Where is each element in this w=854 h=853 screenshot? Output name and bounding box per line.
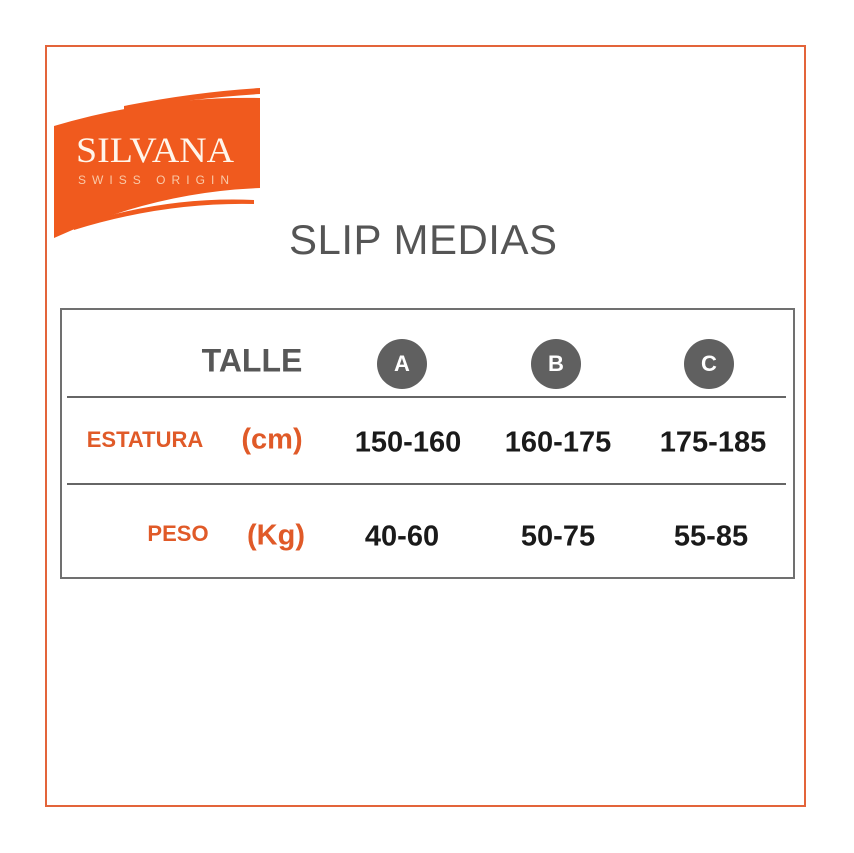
estatura-c: 175-185	[659, 426, 767, 459]
talle-header: TALLE	[201, 342, 303, 379]
estatura-unit: (cm)	[241, 423, 303, 456]
estatura-b: 160-175	[504, 426, 612, 459]
row-divider	[67, 396, 786, 398]
row-divider	[67, 483, 786, 485]
peso-unit: (Kg)	[247, 519, 305, 552]
peso-label: PESO	[147, 521, 209, 546]
silvana-logo: SILVANA SWISS ORIGIN	[54, 88, 260, 238]
size-table: TALLE A B C ESTATURA (cm) 150-160 160-17…	[60, 308, 795, 579]
peso-a: 40-60	[364, 520, 440, 553]
size-a-badge: A	[377, 339, 427, 389]
peso-b: 50-75	[520, 520, 596, 553]
estatura-label: ESTATURA	[86, 427, 204, 452]
outer-frame	[45, 45, 806, 807]
peso-c: 55-85	[673, 520, 749, 553]
brand-name: SILVANA	[76, 130, 234, 170]
page-title: SLIP MEDIAS	[289, 216, 558, 263]
size-c-badge: C	[684, 339, 734, 389]
estatura-a: 150-160	[354, 426, 462, 459]
size-b-badge: B	[531, 339, 581, 389]
